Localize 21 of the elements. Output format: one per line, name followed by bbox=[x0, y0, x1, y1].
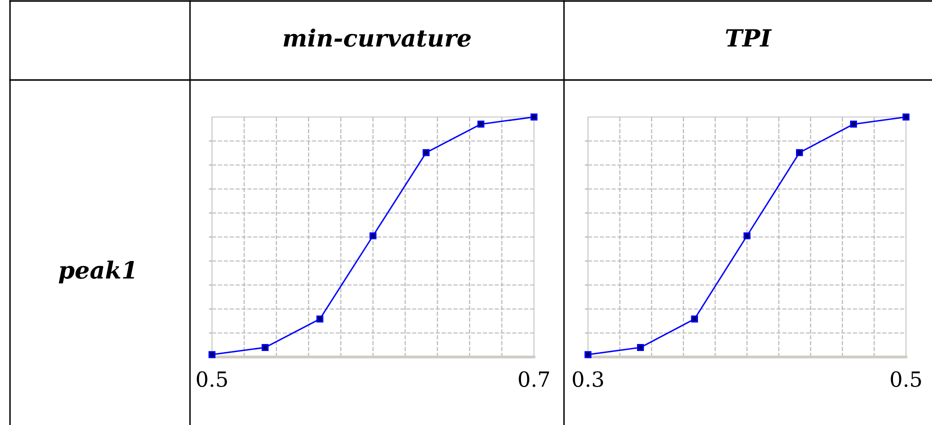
point bbox=[850, 120, 858, 128]
x-tick-label: 0.7 bbox=[518, 371, 550, 388]
text: peak1 bbox=[58, 260, 134, 284]
chart-title: TPI bbox=[726, 29, 772, 47]
point bbox=[584, 351, 592, 358]
x-tick-label: 0.5 bbox=[890, 371, 921, 388]
point bbox=[530, 114, 538, 120]
chart-title: min-curvature bbox=[284, 28, 471, 47]
point bbox=[316, 316, 324, 322]
x-tick-label: 0.5 bbox=[196, 371, 227, 388]
point bbox=[691, 316, 698, 322]
point bbox=[636, 344, 644, 351]
point bbox=[262, 344, 269, 351]
x-tick-label: 0.3 bbox=[572, 371, 604, 388]
point bbox=[477, 120, 484, 128]
point bbox=[796, 149, 803, 156]
point bbox=[902, 114, 910, 120]
point bbox=[370, 232, 376, 240]
point bbox=[744, 232, 750, 240]
point bbox=[422, 149, 430, 156]
point bbox=[208, 351, 216, 358]
